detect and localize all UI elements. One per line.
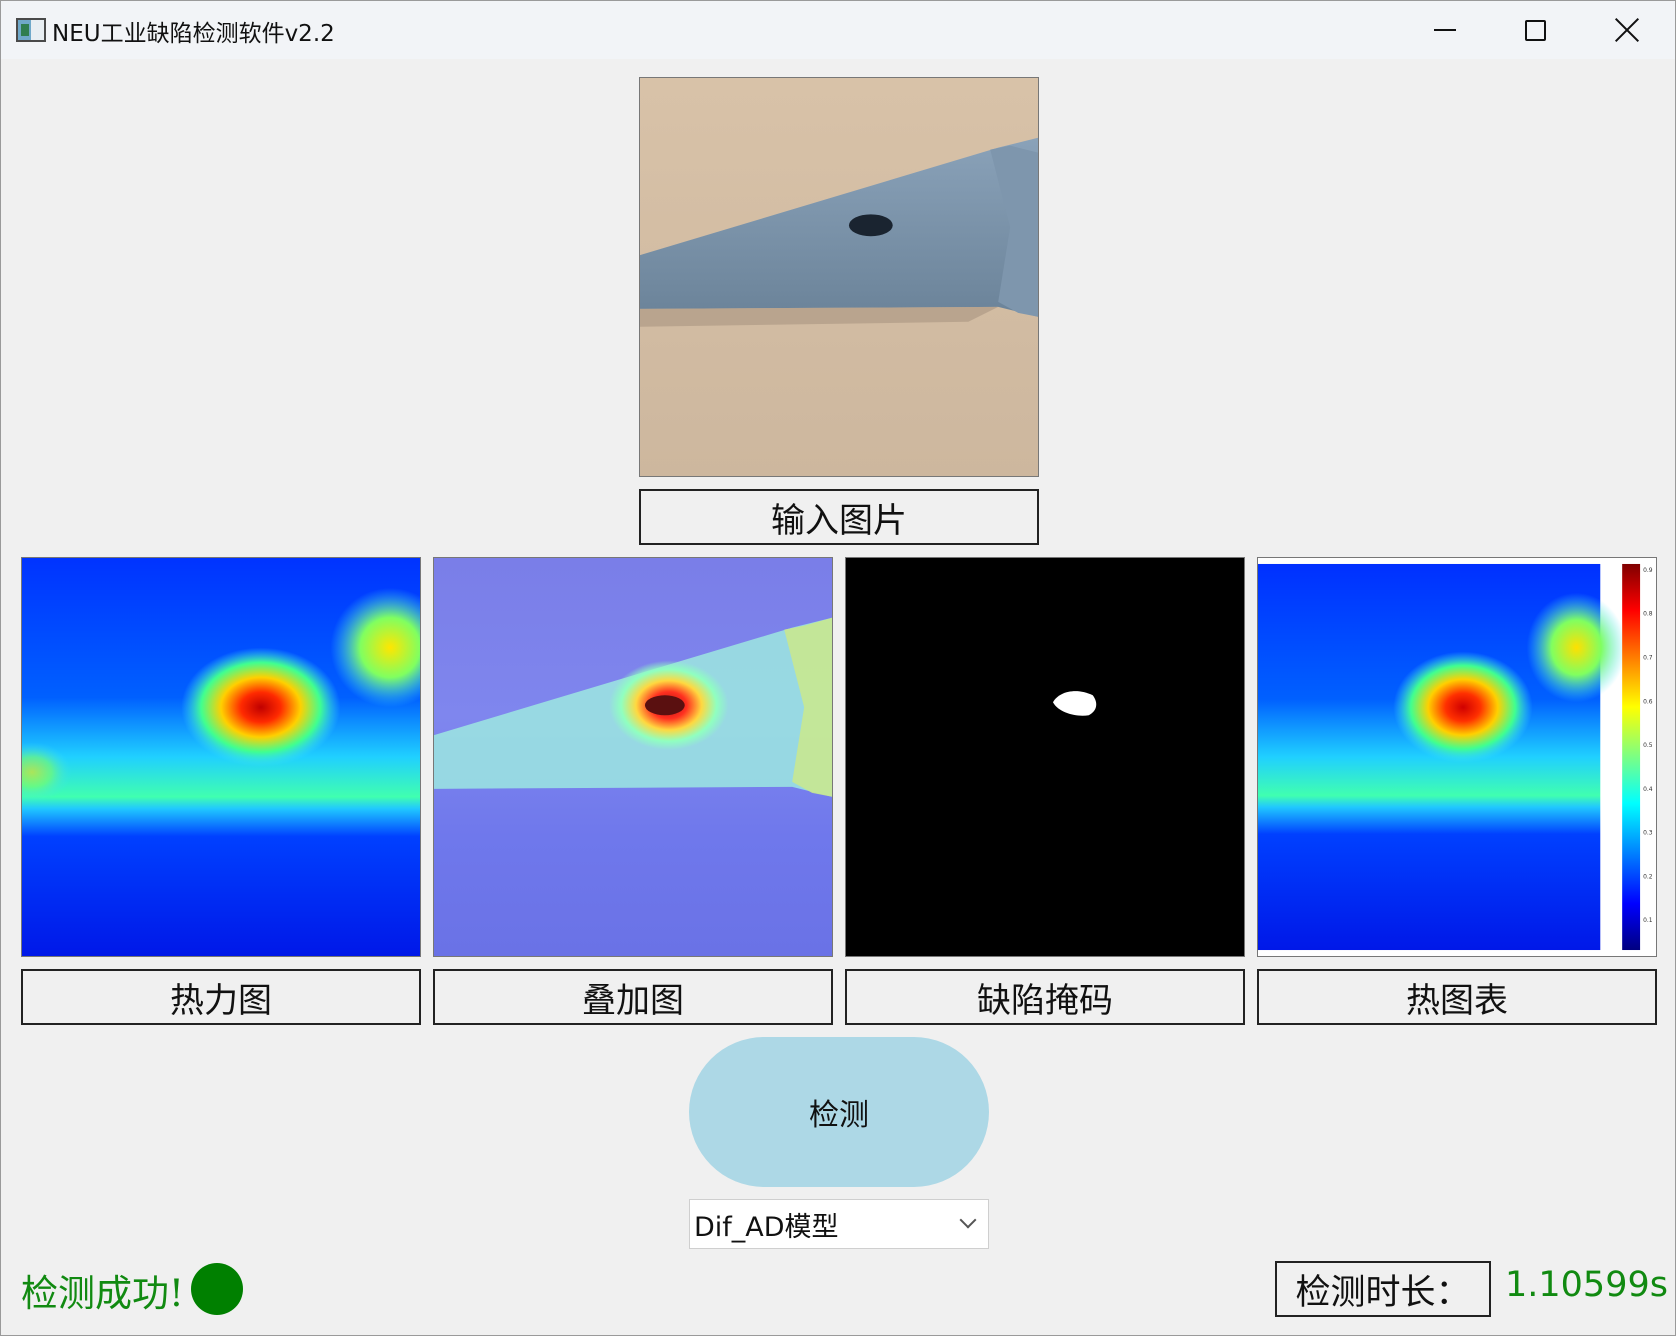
input-image [639,77,1039,477]
app-icon [16,18,46,42]
close-button[interactable] [1581,1,1673,59]
title-bar: NEU工业缺陷检测软件v2.2 [1,1,1675,59]
heatmap-caption: 热力图 [21,969,421,1025]
chevron-down-icon [959,1211,977,1229]
mask-image [845,557,1245,957]
window-title: NEU工业缺陷检测软件v2.2 [52,21,335,47]
status-text: 检测成功! [21,1272,184,1315]
svg-text:0.2: 0.2 [1643,873,1653,880]
svg-text:0.9: 0.9 [1643,567,1653,574]
model-select-value: Dif_AD模型 [694,1211,839,1243]
duration-label: 检测时长： [1275,1261,1491,1317]
status-indicator [191,1263,243,1315]
model-select[interactable]: Dif_AD模型 [689,1199,989,1249]
svg-text:0.6: 0.6 [1643,698,1653,705]
mask-caption: 缺陷掩码 [845,969,1245,1025]
minimize-icon [1434,29,1456,31]
close-icon [1615,18,1639,42]
overlay-caption: 叠加图 [433,969,833,1025]
duration-value: 1.10599s [1505,1265,1668,1305]
svg-text:0.8: 0.8 [1643,611,1653,618]
minimize-button[interactable] [1399,1,1491,59]
heatmap-chart-image: 0.9 0.8 0.7 0.6 0.5 0.4 0.3 0.2 0.1 [1257,557,1657,957]
detect-button[interactable]: 检测 [689,1037,989,1187]
input-image-caption: 输入图片 [639,489,1039,545]
overlay-image [433,557,833,957]
svg-text:0.7: 0.7 [1643,654,1653,661]
maximize-icon [1524,19,1546,41]
heatmap-image [21,557,421,957]
svg-text:0.4: 0.4 [1643,786,1653,793]
svg-text:0.1: 0.1 [1643,917,1653,924]
heatmap-chart-caption: 热图表 [1257,969,1657,1025]
svg-text:0.5: 0.5 [1643,742,1653,749]
svg-text:0.3: 0.3 [1643,830,1653,837]
maximize-button[interactable] [1489,1,1581,59]
